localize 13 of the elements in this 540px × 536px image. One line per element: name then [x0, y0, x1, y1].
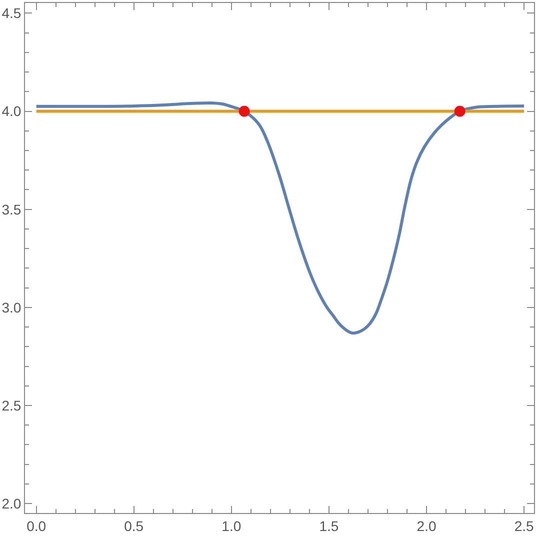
y-tick-label: 2.0 [2, 495, 22, 512]
x-tick-label: 1.5 [319, 518, 339, 534]
line-series [34, 101, 526, 335]
y-tick-label: 4.5 [2, 5, 22, 22]
x-tick-label: 0.0 [26, 518, 46, 534]
x-tick-label: 2.0 [416, 518, 436, 534]
x-tick-label: 0.5 [124, 518, 144, 534]
y-tick-label: 3.5 [2, 201, 22, 218]
y-tick-label: 2.5 [2, 397, 22, 414]
y-tick-label: 3.0 [2, 299, 22, 316]
x-tick-label: 1.0 [222, 518, 242, 534]
x-tick-label: 2.5 [514, 518, 534, 534]
y-tick-label: 4.0 [2, 103, 22, 120]
